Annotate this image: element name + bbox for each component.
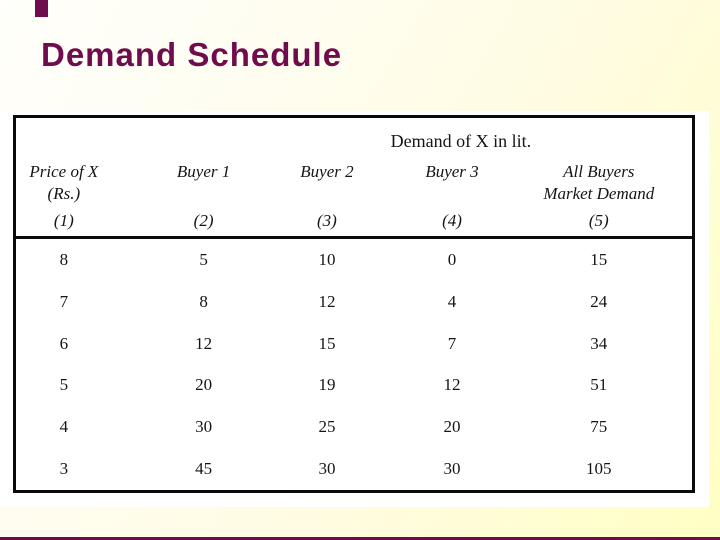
column-subheader	[384, 182, 519, 206]
demand-schedule-table: Demand of X in lit. Price of X Buyer 1 B…	[16, 118, 692, 490]
table-cell: 30	[318, 459, 336, 479]
header-row-subtitles: (Rs.) Market Demand	[16, 182, 692, 206]
spanner-spacer	[16, 118, 138, 152]
table-cell: 7	[59, 291, 69, 311]
table-cell: 30	[443, 459, 461, 479]
column-number: (1)	[16, 206, 138, 239]
table-cell: 20	[443, 417, 461, 437]
column-subheader: (Rs.)	[47, 184, 81, 203]
corner-accent-block	[35, 0, 48, 17]
table-cell: 25	[318, 417, 336, 437]
table-row: 8 5 10 0 15	[16, 238, 692, 281]
table-row: 6 12 15 7 34	[16, 323, 692, 365]
table-cell: 4	[447, 291, 457, 311]
table-cell: 8	[59, 249, 69, 269]
column-subheader	[138, 182, 270, 206]
table-cell: 34	[590, 333, 608, 353]
table-cell: 45	[195, 459, 213, 479]
header-row-numbers: (1) (2) (3) (4) (5)	[16, 206, 692, 239]
column-number: (5)	[519, 206, 692, 239]
table-cell: 20	[195, 375, 213, 395]
column-header: Buyer 3	[425, 162, 479, 181]
table-cell: 8	[199, 291, 208, 311]
column-number: (2)	[137, 206, 270, 239]
table-cell: 75	[590, 417, 608, 437]
table-cell: 15	[318, 333, 336, 353]
bottom-accent-line	[0, 537, 720, 540]
table-cell: 7	[447, 333, 457, 353]
column-number: (3)	[269, 206, 385, 239]
table-cell: 5	[59, 375, 69, 395]
table-cell: 30	[195, 417, 213, 437]
table-cell: 15	[590, 249, 608, 269]
table-cell: 0	[447, 249, 457, 269]
table-cell: 12	[195, 333, 213, 353]
table-row: 3 45 30 30 105	[16, 448, 692, 490]
table-frame: Demand of X in lit. Price of X Buyer 1 B…	[13, 115, 695, 493]
table-cell: 6	[59, 333, 69, 353]
column-header: Price of X	[29, 162, 99, 181]
column-subheader: Market Demand	[543, 184, 655, 203]
column-number: (4)	[384, 206, 520, 239]
table-row: 4 30 25 20 75	[16, 406, 692, 448]
column-subheader	[269, 182, 384, 206]
slide-title: Demand Schedule	[41, 36, 343, 73]
spanner-row: Demand of X in lit.	[16, 118, 692, 152]
column-spanner: Demand of X in lit.	[390, 131, 532, 151]
column-header: All Buyers	[563, 162, 635, 181]
table-cell: 51	[590, 375, 608, 395]
table-cell: 5	[199, 249, 208, 269]
header-row-names: Price of X Buyer 1 Buyer 2 Buyer 3 All B…	[16, 152, 692, 182]
table-cell: 19	[318, 375, 336, 395]
column-header: Buyer 2	[300, 162, 354, 181]
table-row: 7 8 12 4 24	[16, 281, 692, 323]
table-row: 5 20 19 12 51	[16, 365, 692, 407]
table-cell: 24	[590, 291, 608, 311]
column-header: Buyer 1	[176, 162, 231, 181]
table-cell: 3	[59, 459, 69, 479]
table-panel: Demand of X in lit. Price of X Buyer 1 B…	[0, 111, 709, 507]
table-cell: 12	[318, 291, 336, 311]
table-cell: 10	[318, 249, 336, 269]
table-cell: 12	[443, 375, 461, 395]
table-cell: 105	[586, 459, 612, 479]
table-cell: 4	[59, 417, 69, 437]
